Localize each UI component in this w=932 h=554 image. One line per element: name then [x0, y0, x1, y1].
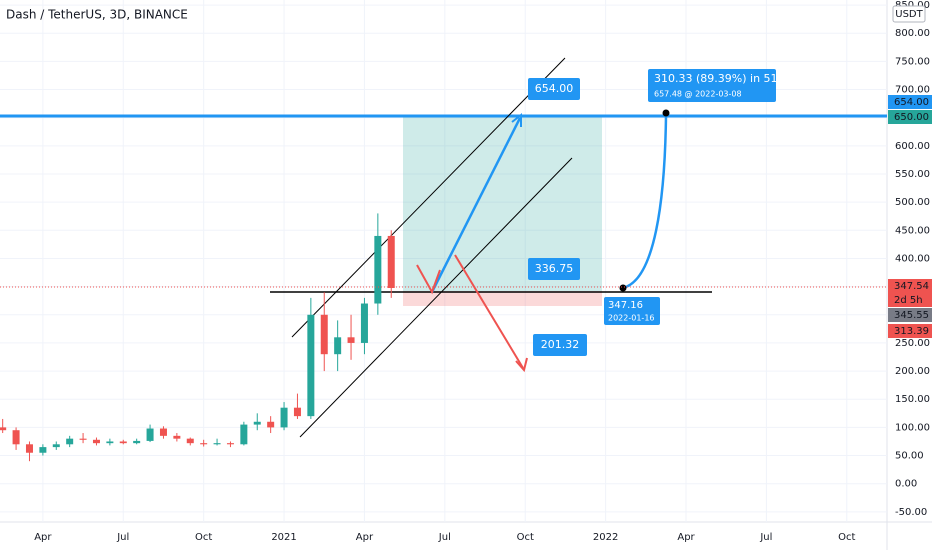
x-tick-label: Oct	[838, 532, 855, 543]
x-tick-label: Jul	[438, 532, 451, 543]
x-tick-label: Apr	[677, 532, 695, 543]
y-tick-label: 500.00	[895, 197, 930, 208]
candle-body	[293, 407, 301, 417]
candle-body	[52, 444, 60, 448]
label-box	[528, 78, 580, 100]
candle-body	[159, 428, 167, 436]
point-date: 2022-01-16	[608, 314, 655, 323]
x-tick-label: Oct	[517, 532, 534, 543]
candle-body	[280, 407, 288, 428]
arrow	[416, 264, 441, 295]
y-tick-label: 100.00	[895, 422, 930, 433]
y-tick-label: 600.00	[895, 141, 930, 152]
y-tick-label: 250.00	[895, 338, 930, 349]
arrow-head	[515, 357, 528, 373]
candle-body	[119, 441, 127, 444]
x-tick-label: Apr	[356, 532, 374, 543]
x-tick-label: Apr	[34, 532, 52, 543]
loss-zone	[403, 291, 602, 306]
label-box	[528, 258, 580, 280]
candle-body	[334, 337, 342, 355]
entry-label: 336.75	[535, 262, 574, 275]
x-tick-label: 2022	[593, 532, 618, 543]
candle-body	[12, 430, 20, 445]
y-tick-label: 800.00	[895, 28, 930, 39]
candle-body	[39, 447, 47, 453]
price-badge	[888, 293, 932, 307]
move-label: 310.33 (89.39%) in 51d	[654, 72, 785, 85]
down-label: 201.32	[541, 338, 580, 351]
point-price: 347.16	[608, 300, 643, 311]
candle-body	[347, 337, 355, 343]
y-tick-label: 150.00	[895, 394, 930, 405]
currency: USDT	[895, 9, 923, 20]
candle-body	[66, 438, 74, 445]
x-tick-label: Jul	[759, 532, 772, 543]
candle-body	[186, 438, 194, 444]
point	[619, 284, 627, 292]
candle-body	[307, 314, 315, 417]
y-tick-label: 400.00	[895, 253, 930, 264]
candle-body	[240, 424, 248, 445]
price-badge	[888, 110, 932, 124]
y-tick-label: 450.00	[895, 225, 930, 236]
price-badge	[888, 324, 932, 338]
label-box	[648, 69, 776, 102]
price-badge-label: 313.39	[894, 326, 929, 337]
y-tick-label: -50.00	[895, 507, 927, 518]
channel-line	[299, 157, 573, 438]
target-label: 654.00	[535, 82, 574, 95]
y-tick-label: 200.00	[895, 366, 930, 377]
price-badge	[888, 95, 932, 109]
candle-body	[213, 443, 221, 445]
price-badge-label: 345.55	[894, 310, 929, 321]
candle-body	[106, 441, 114, 444]
candle-body	[25, 444, 33, 453]
price-badge-label: 2d 5h	[894, 295, 923, 306]
candle-body	[267, 421, 275, 428]
candle-body	[146, 428, 154, 441]
candle-body	[92, 439, 100, 444]
candle-body	[173, 435, 181, 439]
candle-body	[360, 303, 368, 343]
arrow	[430, 117, 522, 293]
chart-title: Dash / TetherUS, 3D, BINANCE	[6, 8, 188, 22]
candle-body	[387, 235, 395, 289]
label-box	[533, 334, 587, 356]
y-tick-label: 0.00	[895, 479, 917, 490]
arrow	[622, 114, 668, 290]
price-badge-label: 654.00	[894, 97, 929, 108]
candle-body	[0, 427, 7, 431]
move-detail: 657.48 @ 2022-03-08	[654, 90, 742, 99]
price-badge	[888, 279, 932, 293]
x-tick-label: Jul	[116, 532, 129, 543]
currency-box	[892, 5, 926, 23]
y-tick-label: 550.00	[895, 169, 930, 180]
channel-line	[291, 57, 566, 338]
arrow-head	[511, 112, 522, 127]
x-tick-label: Oct	[195, 532, 212, 543]
candle-body	[374, 235, 382, 304]
y-tick-label: 50.00	[895, 451, 924, 462]
x-tick-label: 2021	[271, 532, 296, 543]
point	[662, 109, 670, 117]
arrow	[454, 254, 524, 369]
candle-body	[320, 314, 328, 355]
candle-body	[79, 438, 87, 440]
price-badge-label: 347.54	[894, 281, 929, 292]
candle-body	[226, 443, 234, 445]
candle-body	[253, 421, 261, 425]
price-badge	[888, 308, 932, 322]
candle-body	[200, 443, 208, 445]
y-tick-label: 700.00	[895, 85, 930, 96]
label-box	[604, 297, 660, 325]
candle-body	[133, 440, 141, 444]
price-badge-label: 650.00	[894, 112, 929, 123]
y-tick-label: 750.00	[895, 56, 930, 67]
